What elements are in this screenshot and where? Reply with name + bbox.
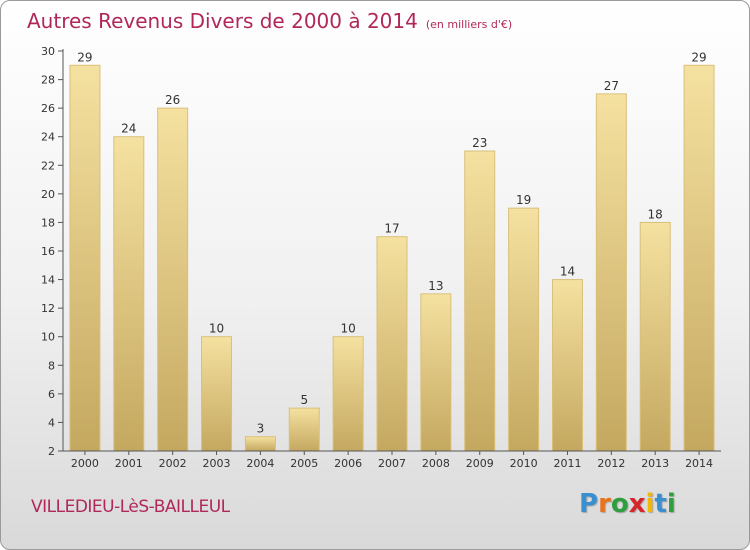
y-tick-label: 28: [41, 74, 55, 87]
x-tick-label: 2014: [685, 457, 713, 470]
y-tick-label: 30: [41, 45, 55, 58]
x-tick-label: 2010: [510, 457, 538, 470]
bar-value-label: 13: [428, 279, 443, 293]
bar-value-label: 10: [340, 322, 355, 336]
logo-letter: t: [654, 489, 667, 519]
x-tick-label: 2007: [378, 457, 406, 470]
y-tick-label: 18: [41, 216, 55, 229]
bar-2007: [376, 236, 408, 452]
bar-2001: [113, 136, 145, 452]
y-tick-label: 14: [41, 274, 55, 287]
bar-2010: [508, 207, 540, 452]
logo-letter: i: [666, 489, 676, 519]
bar-value-label: 17: [384, 222, 399, 236]
y-tick-label: 2: [48, 445, 55, 458]
chart-title: Autres Revenus Divers de 2000 à 2014 (en …: [27, 9, 512, 33]
bar-2009: [464, 150, 496, 452]
bar-2004: [244, 436, 276, 452]
bar-2012: [595, 93, 627, 452]
x-tick-label: 2000: [71, 457, 99, 470]
x-tick-label: 2012: [597, 457, 625, 470]
title-unit: (en milliers d'€): [425, 18, 513, 31]
bar-2005: [288, 407, 320, 452]
y-tick-label: 10: [41, 331, 55, 344]
logo-letter: P: [579, 489, 599, 519]
bar-2008: [420, 293, 452, 452]
bar-2006: [332, 336, 364, 452]
title-text: Autres Revenus Divers de 2000 à 2014: [27, 9, 418, 33]
bar-value-label: 23: [472, 136, 487, 150]
x-tick-label: 2005: [290, 457, 318, 470]
bar-value-label: 24: [121, 122, 136, 136]
x-tick-label: 2013: [641, 457, 669, 470]
x-tick-label: 2008: [422, 457, 450, 470]
logo-letter: i: [645, 489, 655, 519]
y-tick-label: 26: [41, 102, 55, 115]
commune-name: VILLEDIEU-LèS-BAILLEUL: [31, 497, 230, 517]
x-tick-label: 2011: [553, 457, 581, 470]
y-tick-label: 4: [48, 416, 55, 429]
x-axis: 2000 2001 2002 2003 2004 2005 2006 2007 2008 2009…: [63, 450, 721, 470]
y-tick-label: 6: [48, 388, 55, 401]
y-tick-label: 12: [41, 302, 55, 315]
bar-value-label: 19: [516, 193, 531, 207]
logo-letter: o: [610, 489, 629, 519]
bar-2002: [157, 107, 189, 452]
y-tick-label: 8: [48, 359, 55, 372]
bar-2000: [69, 64, 101, 452]
x-tick-label: 2001: [115, 457, 143, 470]
bar-value-label: 5: [300, 393, 308, 407]
bar-value-label: 27: [604, 79, 619, 93]
x-tick-label: 2002: [159, 457, 187, 470]
bars-group: 29 24 26 10 3 5 10 17 13 23 19 14 27 18 29: [69, 50, 715, 452]
bar-value-label: 29: [77, 50, 92, 64]
bar-2013: [639, 221, 671, 452]
x-tick-label: 2009: [466, 457, 494, 470]
bar-value-label: 14: [560, 265, 575, 279]
y-tick-label: 24: [41, 131, 55, 144]
bar-value-label: 29: [691, 50, 706, 64]
logo-letter: x: [628, 489, 646, 519]
bar-2003: [201, 336, 233, 452]
y-tick-label: 20: [41, 188, 55, 201]
bar-value-label: 18: [648, 207, 663, 221]
bar-value-label: 26: [165, 93, 180, 107]
proxiti-logo[interactable]: Proxiti: [579, 489, 676, 519]
x-tick-label: 2003: [203, 457, 231, 470]
bar-2011: [551, 279, 583, 452]
bar-value-label: 3: [257, 422, 265, 436]
bar-value-label: 10: [209, 322, 224, 336]
x-tick-label: 2004: [246, 457, 274, 470]
bar-2014: [683, 64, 715, 452]
y-tick-label: 16: [41, 245, 55, 258]
logo-letter: r: [598, 489, 611, 519]
y-tick-label: 22: [41, 159, 55, 172]
x-tick-label: 2006: [334, 457, 362, 470]
